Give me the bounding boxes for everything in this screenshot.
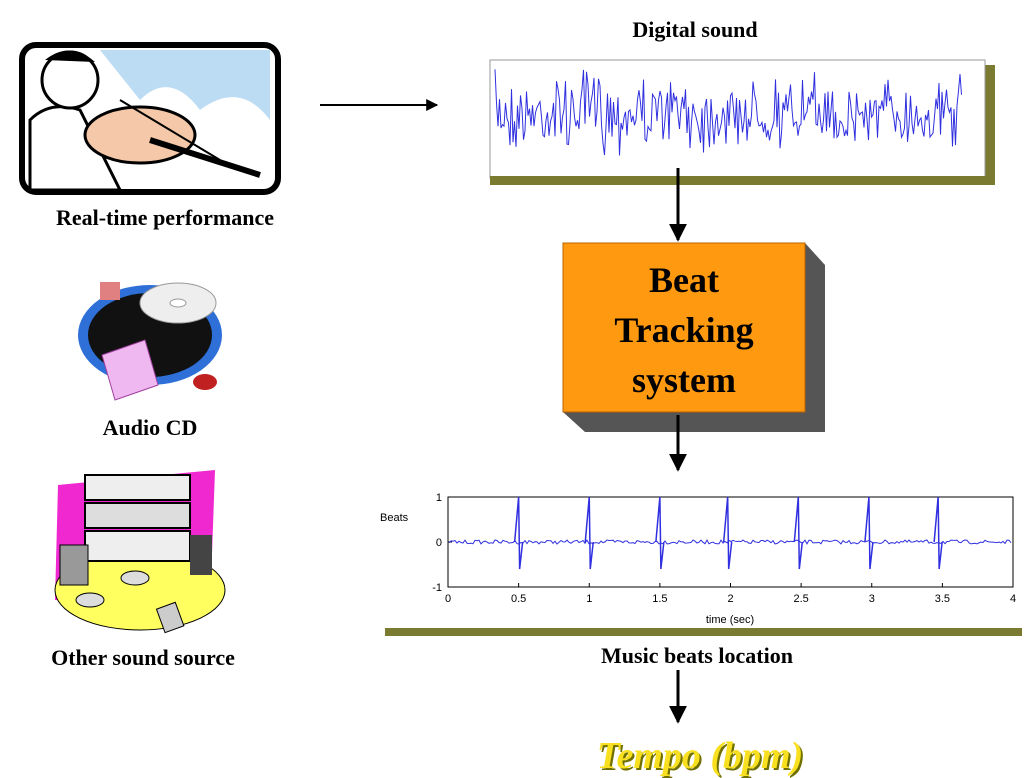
x-tick-label: 1 <box>586 593 592 605</box>
source-label: Real-time performance <box>56 205 274 230</box>
x-tick-label: 2 <box>727 593 733 605</box>
y-axis-label: Beats <box>380 512 409 524</box>
x-tick-label: 0 <box>445 593 451 605</box>
beats-plot: Beats time (sec) <box>380 497 1013 626</box>
shadow <box>985 65 995 185</box>
x-tick-label: 1.5 <box>652 593 667 605</box>
source-label: Audio CD <box>103 415 198 440</box>
stereo-icon <box>55 470 225 633</box>
x-tick-label: 0.5 <box>511 593 526 605</box>
performance-icon <box>22 45 278 192</box>
system-label: system <box>632 360 736 400</box>
system-label: Tracking <box>614 310 753 350</box>
digital-sound-title: Digital sound <box>632 17 757 42</box>
x-axis-label: time (sec) <box>706 614 754 626</box>
y-tick-label: 1 <box>436 492 442 504</box>
source-label: Other sound source <box>51 645 235 670</box>
shadow <box>490 176 995 185</box>
x-tick-label: 4 <box>1010 593 1016 605</box>
beats-plot-title: Music beats location <box>601 643 793 668</box>
diagram: Real-time performance Audio CD Other sou… <box>0 0 1024 778</box>
y-tick-label: -1 <box>432 582 442 594</box>
y-tick-label: 0 <box>436 537 442 549</box>
cd-icon <box>78 282 222 400</box>
output-label: Tempo (bpm) <box>597 735 804 777</box>
x-tick-label: 2.5 <box>793 593 808 605</box>
system-label: Beat <box>649 260 719 300</box>
x-tick-label: 3 <box>869 593 875 605</box>
x-tick-label: 3.5 <box>935 593 950 605</box>
shadow <box>385 628 1022 636</box>
